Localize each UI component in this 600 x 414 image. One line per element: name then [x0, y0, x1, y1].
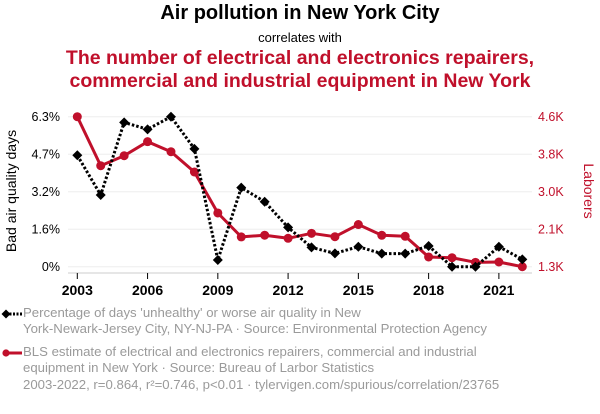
data-point-bad-air-days — [212, 255, 223, 266]
x-tick-label: 2021 — [483, 282, 514, 298]
chart-title: Air pollution in New York City — [160, 2, 440, 24]
data-point-laborers — [189, 167, 199, 177]
left-tick-label: 3.2% — [32, 185, 61, 199]
legend-label-line2: York-Newark-Jersey City, NY-NJ-PA · Sour… — [23, 321, 487, 336]
right-axis-label: Laborers — [581, 163, 597, 218]
data-point-bad-air-days — [283, 222, 294, 233]
data-point-bad-air-days — [119, 117, 130, 128]
legend-label-line1: Percentage of days 'unhealthy' or worse … — [23, 305, 361, 320]
legend-label-line2: equipment in New York · Source: Bureau o… — [23, 360, 375, 375]
data-point-laborers — [96, 161, 106, 171]
x-tick-label: 2012 — [273, 282, 304, 298]
right-tick-label: 2.1K — [538, 223, 564, 237]
data-point-laborers — [72, 112, 82, 122]
dotted-diamond-line-icon — [1, 309, 22, 319]
chart-subtitle: correlates with — [258, 30, 342, 45]
legend-label-line1: BLS estimate of electrical and electroni… — [23, 344, 477, 359]
left-tick-label: 0% — [42, 260, 60, 274]
chart-plot: 0%1.6%3.2%4.7%6.3% 1.3K2.1K3.0K3.8K4.6K … — [3, 110, 597, 298]
data-point-laborers — [166, 147, 176, 157]
footer-stats: 2003-2022, r=0.864, r²=0.746, p<0.01 · t… — [23, 377, 500, 392]
data-point-bad-air-days — [72, 150, 83, 161]
data-point-bad-air-days — [517, 254, 528, 265]
data-point-bad-air-days — [376, 248, 387, 259]
data-point-bad-air-days — [447, 261, 458, 272]
data-point-laborers — [377, 230, 387, 240]
grid-lines — [68, 116, 532, 268]
data-point-bad-air-days — [142, 124, 153, 135]
left-tick-label: 1.6% — [32, 223, 61, 237]
data-point-laborers — [400, 231, 410, 241]
data-point-bad-air-days — [189, 143, 200, 154]
data-point-bad-air-days — [423, 240, 434, 251]
data-point-laborers — [494, 257, 504, 267]
data-point-bad-air-days — [259, 196, 270, 207]
data-point-laborers — [447, 253, 457, 263]
data-point-laborers — [143, 137, 153, 147]
data-point-laborers — [307, 228, 317, 238]
chart-title-secondary-line2: commercial and industrial equipment in N… — [69, 70, 531, 92]
data-point-laborers — [260, 230, 270, 240]
data-point-laborers — [517, 262, 527, 272]
right-tick-label: 1.3K — [538, 260, 564, 274]
data-point-laborers — [213, 208, 223, 218]
data-point-bad-air-days — [493, 241, 504, 252]
data-point-laborers — [119, 151, 129, 161]
data-point-bad-air-days — [329, 248, 340, 259]
data-point-laborers — [236, 232, 246, 242]
data-point-bad-air-days — [353, 241, 364, 252]
x-tick-label: 2015 — [343, 282, 374, 298]
left-axis-label: Bad air quality days — [3, 130, 19, 252]
x-tick-label: 2003 — [62, 282, 93, 298]
chart-title-secondary-line1: The number of electrical and electronics… — [65, 47, 535, 69]
data-point-laborers — [353, 220, 363, 230]
left-axis-ticks: 0% 1.6% 3.2% 4.7% 6.3% — [32, 110, 61, 274]
data-point-bad-air-days — [306, 242, 317, 253]
x-tick-label: 2018 — [413, 282, 444, 298]
data-point-bad-air-days — [400, 248, 411, 259]
x-tick-label: 2009 — [202, 282, 233, 298]
data-point-bad-air-days — [165, 111, 176, 122]
data-point-bad-air-days — [236, 182, 247, 193]
data-point-laborers — [283, 233, 293, 243]
data-point-laborers — [424, 252, 434, 262]
right-tick-label: 4.6K — [538, 110, 564, 124]
series-bad-air-days — [72, 111, 528, 272]
left-tick-label: 4.7% — [32, 148, 61, 162]
data-point-bad-air-days — [95, 190, 106, 201]
right-tick-label: 3.0K — [538, 185, 564, 199]
data-point-laborers — [330, 232, 340, 242]
left-tick-label: 6.3% — [32, 110, 61, 124]
solid-circle-line-icon — [2, 349, 22, 357]
right-axis-ticks: 1.3K 2.1K 3.0K 3.8K 4.6K — [538, 110, 564, 274]
x-tick-label: 2006 — [132, 282, 163, 298]
right-tick-label: 3.8K — [538, 148, 564, 162]
chart-title-secondary: The number of electrical and electronics… — [0, 47, 600, 93]
x-axis: 2003 2006 2009 2012 2015 2018 2021 — [62, 272, 532, 298]
data-point-bad-air-days — [470, 261, 481, 272]
